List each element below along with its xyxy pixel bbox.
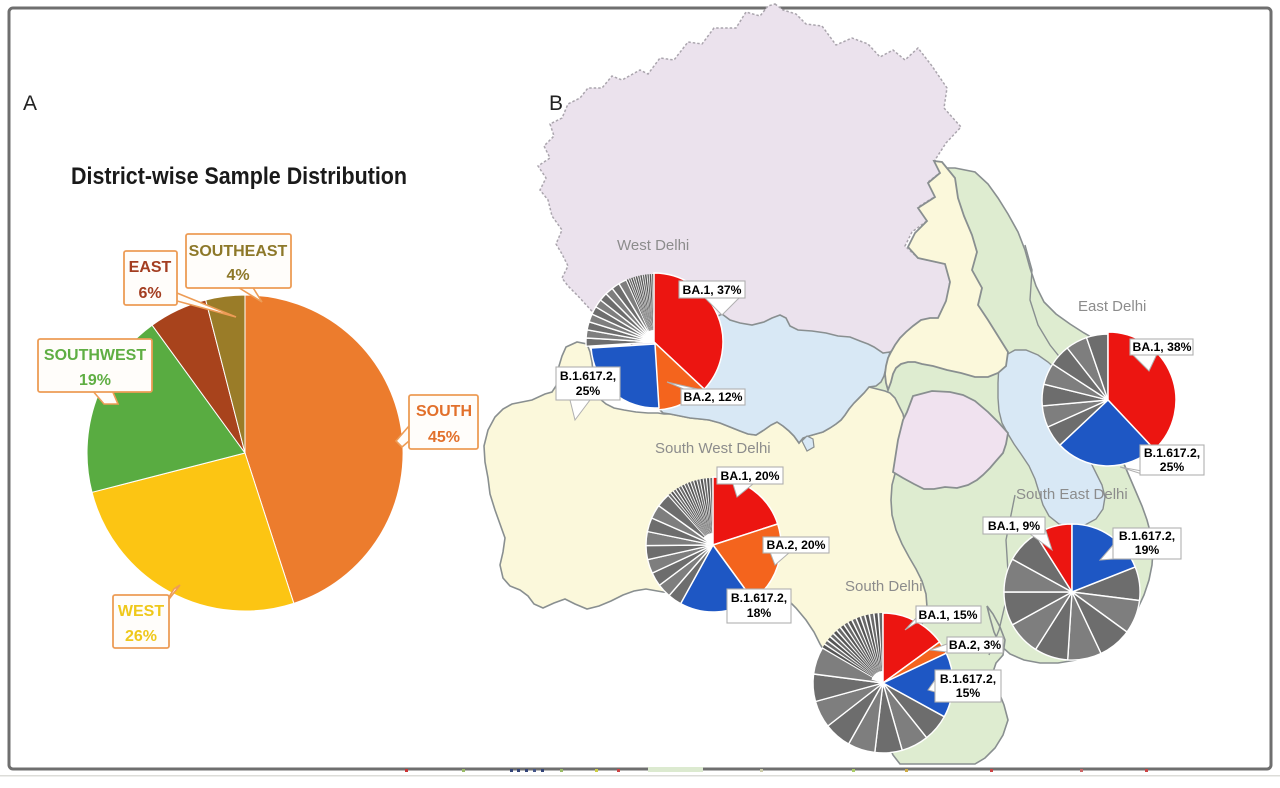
svg-text:B.1.617.2,: B.1.617.2, bbox=[560, 369, 616, 383]
svg-text:BA.1, 9%: BA.1, 9% bbox=[988, 519, 1040, 533]
svg-text:BA.1, 15%: BA.1, 15% bbox=[919, 608, 978, 622]
svg-text:19%: 19% bbox=[1135, 543, 1160, 557]
svg-text:25%: 25% bbox=[1160, 460, 1185, 474]
svg-text:West Delhi: West Delhi bbox=[617, 237, 689, 254]
svg-text:15%: 15% bbox=[956, 686, 981, 700]
svg-text:BA.2, 3%: BA.2, 3% bbox=[949, 638, 1001, 652]
svg-text:BA.1, 38%: BA.1, 38% bbox=[1133, 340, 1192, 354]
svg-text:18%: 18% bbox=[747, 606, 772, 620]
svg-text:South West Delhi: South West Delhi bbox=[655, 440, 771, 457]
svg-text:South Delhi: South Delhi bbox=[845, 578, 923, 595]
svg-text:WEST: WEST bbox=[118, 603, 164, 620]
svg-text:SOUTH: SOUTH bbox=[416, 403, 472, 420]
svg-text:26%: 26% bbox=[125, 628, 157, 645]
svg-text:B.1.617.2,: B.1.617.2, bbox=[940, 672, 996, 686]
svg-text:25%: 25% bbox=[576, 384, 601, 398]
svg-text:B.1.617.2,: B.1.617.2, bbox=[1144, 446, 1200, 460]
svg-text:BA.1, 37%: BA.1, 37% bbox=[683, 283, 742, 297]
svg-text:B: B bbox=[549, 92, 563, 115]
svg-text:East Delhi: East Delhi bbox=[1078, 298, 1146, 315]
svg-text:6%: 6% bbox=[138, 285, 161, 302]
svg-text:B.1.617.2,: B.1.617.2, bbox=[731, 591, 787, 605]
svg-text:EAST: EAST bbox=[129, 259, 172, 276]
svg-text:4%: 4% bbox=[226, 267, 249, 284]
svg-text:A: A bbox=[23, 92, 37, 115]
svg-text:BA.2, 12%: BA.2, 12% bbox=[684, 390, 743, 404]
svg-text:SOUTHWEST: SOUTHWEST bbox=[44, 347, 146, 364]
svg-text:BA.1, 20%: BA.1, 20% bbox=[721, 469, 780, 483]
svg-text:BA.2, 20%: BA.2, 20% bbox=[767, 538, 826, 552]
svg-text:District-wise Sample Distribut: District-wise Sample Distribution bbox=[71, 163, 407, 190]
svg-text:B.1.617.2,: B.1.617.2, bbox=[1119, 529, 1175, 543]
svg-text:19%: 19% bbox=[79, 372, 111, 389]
svg-text:45%: 45% bbox=[428, 429, 460, 446]
svg-text:South East Delhi: South East Delhi bbox=[1016, 486, 1128, 503]
svg-text:SOUTHEAST: SOUTHEAST bbox=[189, 243, 288, 260]
